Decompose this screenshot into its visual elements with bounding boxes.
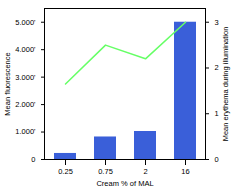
svg-text:0.75: 0.75 [98, 167, 113, 176]
svg-text:1: 1 [215, 109, 219, 118]
svg-text:0: 0 [215, 155, 219, 164]
svg-text:Cream % of MAL: Cream % of MAL [96, 179, 153, 188]
svg-text:3: 3 [215, 18, 219, 27]
svg-text:3.000': 3.000' [15, 73, 36, 82]
svg-text:0.25: 0.25 [58, 167, 73, 176]
svg-text:2: 2 [215, 63, 219, 72]
svg-text:5.000': 5.000' [15, 18, 36, 27]
svg-text:1.000': 1.000' [15, 127, 36, 136]
svg-text:4.000': 4.000' [15, 45, 36, 54]
svg-text:2.000': 2.000' [15, 100, 36, 109]
svg-text:16: 16 [181, 167, 189, 176]
svg-text:Mean fluorescence: Mean fluorescence [3, 52, 12, 115]
svg-text:2: 2 [143, 167, 147, 176]
svg-text:Mean erythema during illuminat: Mean erythema during illumination [221, 27, 230, 142]
svg-text:0: 0 [31, 155, 35, 164]
